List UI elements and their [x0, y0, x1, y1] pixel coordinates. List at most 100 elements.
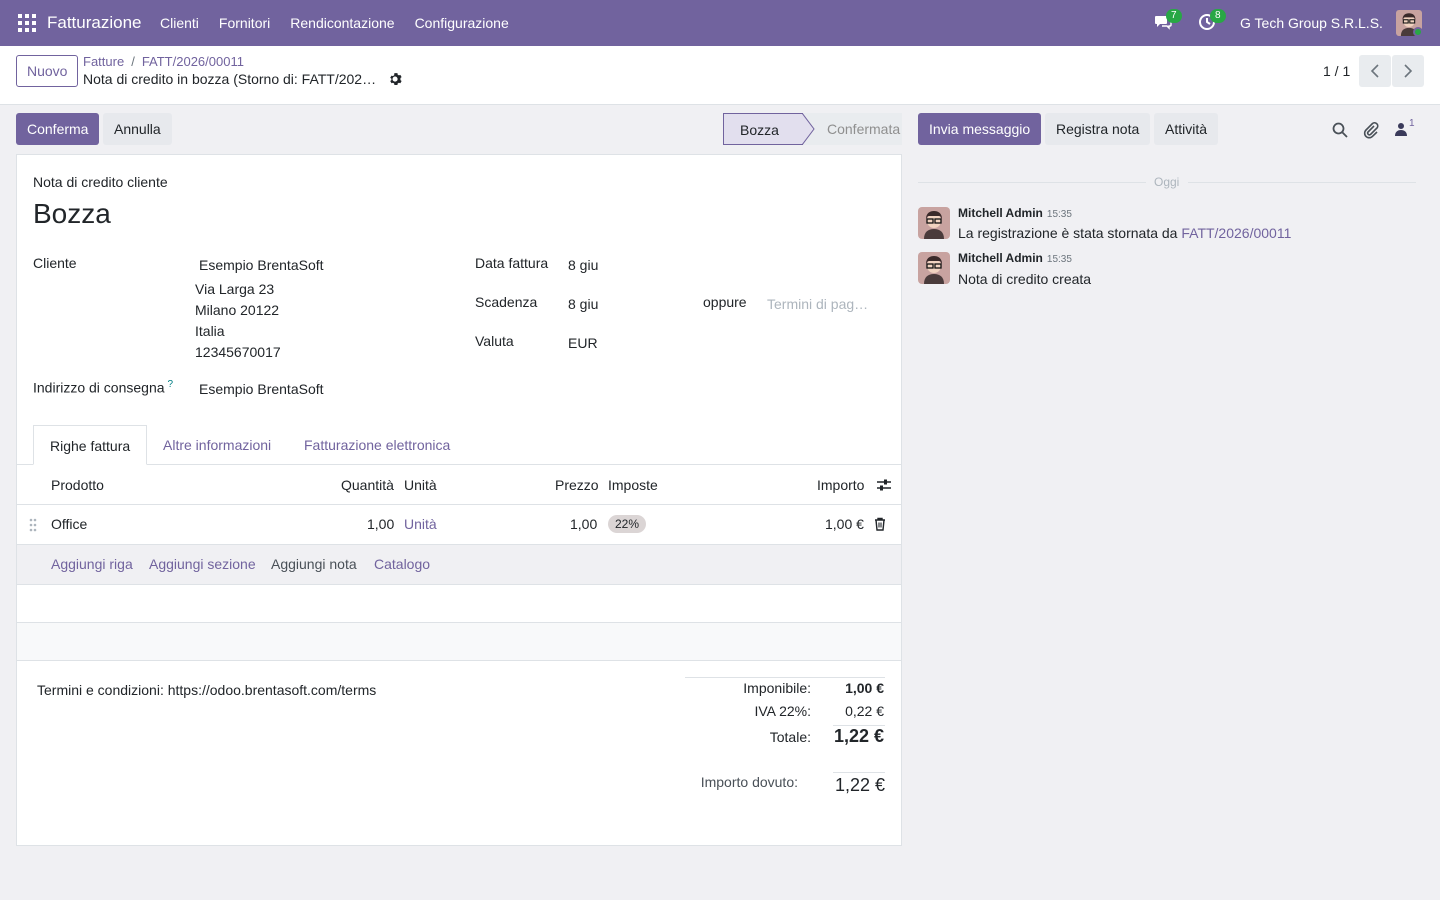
line-product[interactable]: Office: [51, 516, 88, 532]
address-line-street: Via Larga 23: [195, 281, 275, 297]
new-button[interactable]: Nuovo: [16, 55, 79, 87]
company-switcher[interactable]: G Tech Group S.R.L.S.: [1240, 15, 1383, 31]
confirm-button[interactable]: Conferma: [16, 113, 100, 145]
messages-systray[interactable]: 7: [1154, 9, 1182, 33]
log-note-button[interactable]: Registra nota: [1045, 113, 1151, 145]
messages-badge: 7: [1166, 9, 1182, 23]
menu-configurazione[interactable]: Configurazione: [414, 15, 509, 31]
line-quantity[interactable]: 1,00: [367, 516, 395, 532]
menu-fornitori[interactable]: Fornitori: [218, 15, 271, 31]
message-text: La registrazione è stata stornata da: [958, 225, 1178, 241]
message-avatar[interactable]: [918, 207, 950, 239]
activities-systray[interactable]: 8: [1198, 9, 1226, 33]
breadcrumb-separator: /: [131, 54, 135, 69]
address-line-vat: 12345670017: [195, 344, 281, 360]
tab-e-invoicing[interactable]: Fatturazione elettronica: [304, 437, 451, 453]
avatar-icon: [1396, 10, 1422, 36]
line-amount: 1,00 €: [825, 516, 864, 532]
vat-amount: 0,22 €: [845, 703, 884, 719]
delivery-address-label-text: Indirizzo di consegna: [33, 379, 165, 396]
totals-block: [685, 677, 885, 678]
message-time: 15:35: [1046, 254, 1072, 265]
delivery-address-label: Indirizzo di consegna?: [33, 379, 173, 396]
lines-table-header: Prodotto Quantità Unità Prezzo Imposte I…: [17, 465, 901, 505]
settings-sliders-icon[interactable]: [876, 478, 892, 492]
record-title: Nota di credito in bozza (Storno di: FAT…: [83, 71, 383, 87]
vat-label: IVA 22%:: [754, 703, 811, 719]
control-panel: Nuovo Fatture / FATT/2026/00011 Nota di cr…: [0, 46, 1440, 105]
message-author-name[interactable]: Mitchell Admin: [958, 206, 1043, 220]
pager-next-button[interactable]: [1392, 55, 1424, 87]
message-avatar[interactable]: [918, 252, 950, 284]
message-author: Mitchell Admin 15:35: [958, 206, 1072, 220]
add-section-link[interactable]: Aggiungi sezione: [149, 556, 256, 572]
menu-rendicontazione[interactable]: Rendicontazione: [290, 15, 395, 31]
add-note-link[interactable]: Aggiungi nota: [271, 556, 357, 572]
due-date-label: Scadenza: [475, 294, 538, 310]
app-name[interactable]: Fatturazione: [47, 13, 142, 32]
col-amount[interactable]: Importo: [817, 477, 865, 493]
day-divider-right: [1188, 182, 1416, 183]
col-unit[interactable]: Unità: [404, 477, 437, 493]
message-author-name[interactable]: Mitchell Admin: [958, 251, 1043, 265]
total-amount: 1,22 €: [833, 726, 884, 746]
col-quantity[interactable]: Quantità: [341, 477, 394, 493]
table-row[interactable]: Office 1,00 Unità 1,00 22% 1,00 €: [17, 505, 901, 545]
address-line-country: Italia: [195, 323, 225, 339]
delivery-address-field[interactable]: Esempio BrentaSoft: [199, 381, 324, 397]
catalog-link[interactable]: Catalogo: [374, 556, 431, 572]
user-avatar[interactable]: [1396, 10, 1422, 36]
invoice-date-label: Data fattura: [475, 255, 549, 271]
stage-confirmed-label: Confermata: [827, 121, 901, 137]
add-line-link[interactable]: Aggiungi riga: [51, 556, 133, 572]
apps-grid-icon[interactable]: [18, 14, 36, 32]
send-message-button[interactable]: Invia messaggio: [918, 113, 1042, 145]
gear-icon[interactable]: [387, 71, 403, 87]
activities-badge: 8: [1210, 9, 1226, 23]
trash-icon[interactable]: [874, 517, 886, 531]
tab-invoice-lines[interactable]: Righe fattura: [33, 425, 148, 465]
due-date-field[interactable]: 8 giu: [568, 296, 599, 312]
customer-label: Cliente: [33, 255, 77, 271]
message-author: Mitchell Admin 15:35: [958, 251, 1072, 265]
cancel-button[interactable]: Annulla: [103, 113, 172, 145]
message-link[interactable]: FATT/2026/00011: [1181, 225, 1292, 241]
due-divider: [833, 772, 885, 773]
empty-row: [17, 585, 901, 623]
stage-confirmed[interactable]: Confermata: [803, 113, 902, 145]
col-price[interactable]: Prezzo: [555, 477, 599, 493]
col-taxes[interactable]: Imposte: [608, 477, 658, 493]
notebook-tabs: Righe fattura Altre informazioni Fattura…: [17, 425, 901, 465]
search-icon[interactable]: [1331, 121, 1349, 139]
menu-clienti[interactable]: Clienti: [160, 15, 199, 31]
customer-field[interactable]: Esempio BrentaSoft: [199, 257, 324, 273]
pager-value[interactable]: 1 / 1: [1323, 63, 1351, 79]
main-menu: Clienti Fornitori Rendicontazione Config…: [160, 15, 509, 31]
tax-badge[interactable]: 22%: [608, 515, 647, 533]
terms-and-conditions[interactable]: Termini e condizioni: https://odoo.brent…: [37, 682, 377, 698]
drag-handle-icon[interactable]: [29, 518, 37, 532]
col-product[interactable]: Prodotto: [51, 477, 104, 493]
breadcrumb-parent[interactable]: Fatture: [83, 54, 125, 69]
help-tooltip[interactable]: ?: [167, 379, 174, 390]
invoice-date-field[interactable]: 8 giu: [568, 257, 599, 273]
stage-draft[interactable]: Bozza: [723, 113, 803, 145]
amount-due-label: Importo dovuto:: [700, 774, 798, 790]
top-navbar: Fatturazione Clienti Fornitori Rendicont…: [0, 0, 1440, 46]
paperclip-icon[interactable]: [1362, 121, 1380, 139]
untaxed-amount: 1,00 €: [845, 680, 884, 696]
or-label: oppure: [703, 294, 747, 310]
followers-button[interactable]: 1: [1395, 118, 1421, 139]
total-label: Totale:: [769, 729, 811, 745]
activities-button[interactable]: Attività: [1154, 113, 1219, 145]
line-unit[interactable]: Unità: [404, 516, 437, 532]
payment-terms-field[interactable]: Termini di pag…: [767, 296, 869, 312]
pager-previous-button[interactable]: [1359, 55, 1391, 87]
tab-other-info[interactable]: Altre informazioni: [163, 437, 272, 453]
user-icon: [1395, 123, 1407, 136]
empty-row: [17, 623, 901, 661]
breadcrumb-current[interactable]: FATT/2026/00011: [141, 54, 244, 69]
currency-field[interactable]: EUR: [568, 335, 598, 351]
message-body: La registrazione è stata stornata da FAT…: [958, 225, 1291, 241]
line-price[interactable]: 1,00: [570, 516, 598, 532]
